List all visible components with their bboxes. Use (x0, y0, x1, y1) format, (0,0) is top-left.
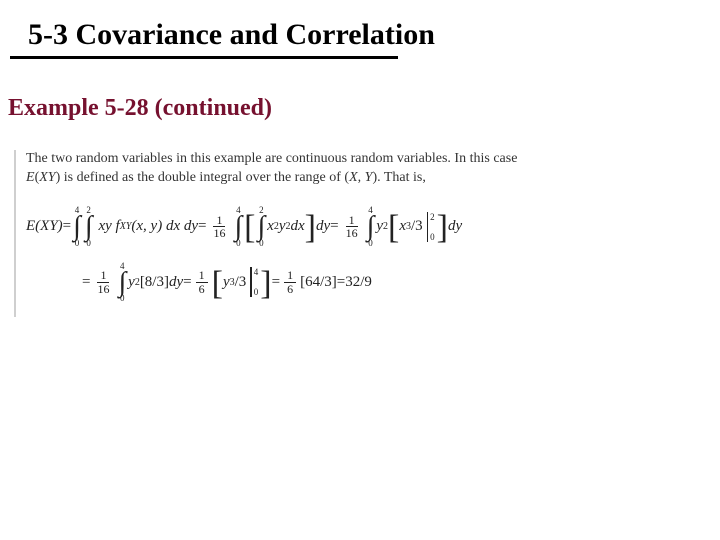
eval-top-2: 4 (254, 267, 259, 277)
eval-bar-1: 2 0 (425, 212, 435, 242)
inner-lb: 0 (86, 239, 91, 248)
equation-line-1: E(XY) = 4 ∫ 0 2 ∫ 0 xy fXY(x, y) dx dy =… (26, 206, 710, 248)
dy-2: dy (448, 218, 462, 235)
eval-bar-2: 4 0 (248, 267, 258, 297)
frac-den-e: 6 (284, 283, 296, 296)
intro-comma: , (358, 170, 365, 185)
integrand-1: xy f (98, 218, 119, 235)
eq-eq1: = (63, 218, 71, 235)
rbracket-1: ] (305, 214, 316, 241)
l2-y: y (128, 274, 135, 291)
frac-den-b: 16 (343, 227, 361, 240)
frac-num-b: 1 (346, 214, 358, 228)
dx: dx (291, 218, 305, 235)
frac-1-16-a: 1 16 (210, 214, 228, 240)
intro-line-2-xy: XY (39, 170, 55, 185)
inner-lb-2: 0 (259, 239, 264, 248)
integral-symbol-1: ∫ (73, 215, 81, 239)
rbracket-2: ] (437, 214, 448, 241)
dy-1: dy (316, 218, 330, 235)
eq-eq4: = (82, 274, 90, 291)
frac-1-6-a: 1 6 (196, 269, 208, 295)
eq-eq3: = (330, 218, 338, 235)
frac-num-a: 1 (213, 214, 225, 228)
integrand-1-tail: (x, y) dx dy (131, 218, 198, 235)
intro-line-1: The two random variables in this example… (26, 151, 517, 166)
eval-top-1: 2 (430, 212, 435, 222)
outer-lb: 0 (75, 239, 80, 248)
outer-integral-1: 4 ∫ 0 (73, 206, 81, 248)
l2-lb: 0 (120, 294, 125, 303)
eq-eq6: = (272, 274, 280, 291)
integral-symbol-6: ∫ (118, 271, 126, 295)
rbracket-3: ] (260, 270, 271, 297)
example-title: Example 5-28 (continued) (8, 95, 272, 122)
intro-line-2-x: X (349, 170, 358, 185)
frac-num-e: 1 (284, 269, 296, 283)
eq-eq2: = (198, 218, 206, 235)
eq-lhs: E(XY) (26, 218, 63, 235)
frac-1-16-b: 1 16 (343, 214, 361, 240)
content-block: The two random variables in this example… (14, 150, 710, 317)
integral-symbol-5: ∫ (367, 215, 375, 239)
inner-integral-2: 2 ∫ 0 (257, 206, 265, 248)
eval-bot-1: 0 (430, 232, 435, 242)
x3-var: x (399, 218, 406, 235)
l2-final: 32/9 (345, 274, 372, 291)
lbracket-1: [ (244, 214, 255, 241)
lbracket-3: [ (212, 270, 223, 297)
outer-lb-3: 0 (368, 239, 373, 248)
y2-var: y (376, 218, 383, 235)
l2-bracket: [8/3] (140, 274, 169, 291)
integral-symbol-4: ∫ (257, 215, 265, 239)
l2-dy: dy (169, 274, 183, 291)
frac-num-c: 1 (97, 269, 109, 283)
title-underline (10, 56, 398, 59)
lbracket-2: [ (388, 214, 399, 241)
frac-1-16-c: 1 16 (94, 269, 112, 295)
section-title: 5-3 Covariance and Correlation (28, 18, 435, 52)
l2-result1: [64/3] (300, 274, 337, 291)
frac-den-a: 16 (210, 227, 228, 240)
intro-line-2-tail: ) is defined as the double integral over… (56, 170, 350, 185)
outer-integral-2: 4 ∫ 0 (234, 206, 242, 248)
inner-integral-1: 2 ∫ 0 (85, 206, 93, 248)
eval-bot-2: 0 (254, 287, 259, 297)
frac-1-6-b: 1 6 (284, 269, 296, 295)
integral-symbol-2: ∫ (85, 215, 93, 239)
equation-line-2: = 1 16 4 ∫ 0 y2[8/3]dy = 1 6 [ y3/3 4 0 … (82, 262, 710, 304)
intro-line-2-exy: E (26, 170, 35, 185)
integral-line2: 4 ∫ 0 (118, 262, 126, 304)
eq-eq5: = (183, 274, 191, 291)
integrand-1-sub: XY (120, 221, 132, 232)
y-var: y (279, 218, 286, 235)
frac-den-d: 6 (196, 283, 208, 296)
intro-line-2-end: ). That is, (372, 170, 425, 185)
eq-eq7: = (337, 274, 345, 291)
x-var: x (267, 218, 274, 235)
frac-den-c: 16 (94, 283, 112, 296)
integral-symbol-3: ∫ (234, 215, 242, 239)
div3: /3 (411, 218, 423, 235)
outer-lb-2: 0 (236, 239, 241, 248)
outer-integral-3: 4 ∫ 0 (367, 206, 375, 248)
l2-y3: y (223, 274, 230, 291)
intro-text: The two random variables in this example… (26, 150, 710, 188)
l2-div3: /3 (235, 274, 247, 291)
frac-num-d: 1 (196, 269, 208, 283)
